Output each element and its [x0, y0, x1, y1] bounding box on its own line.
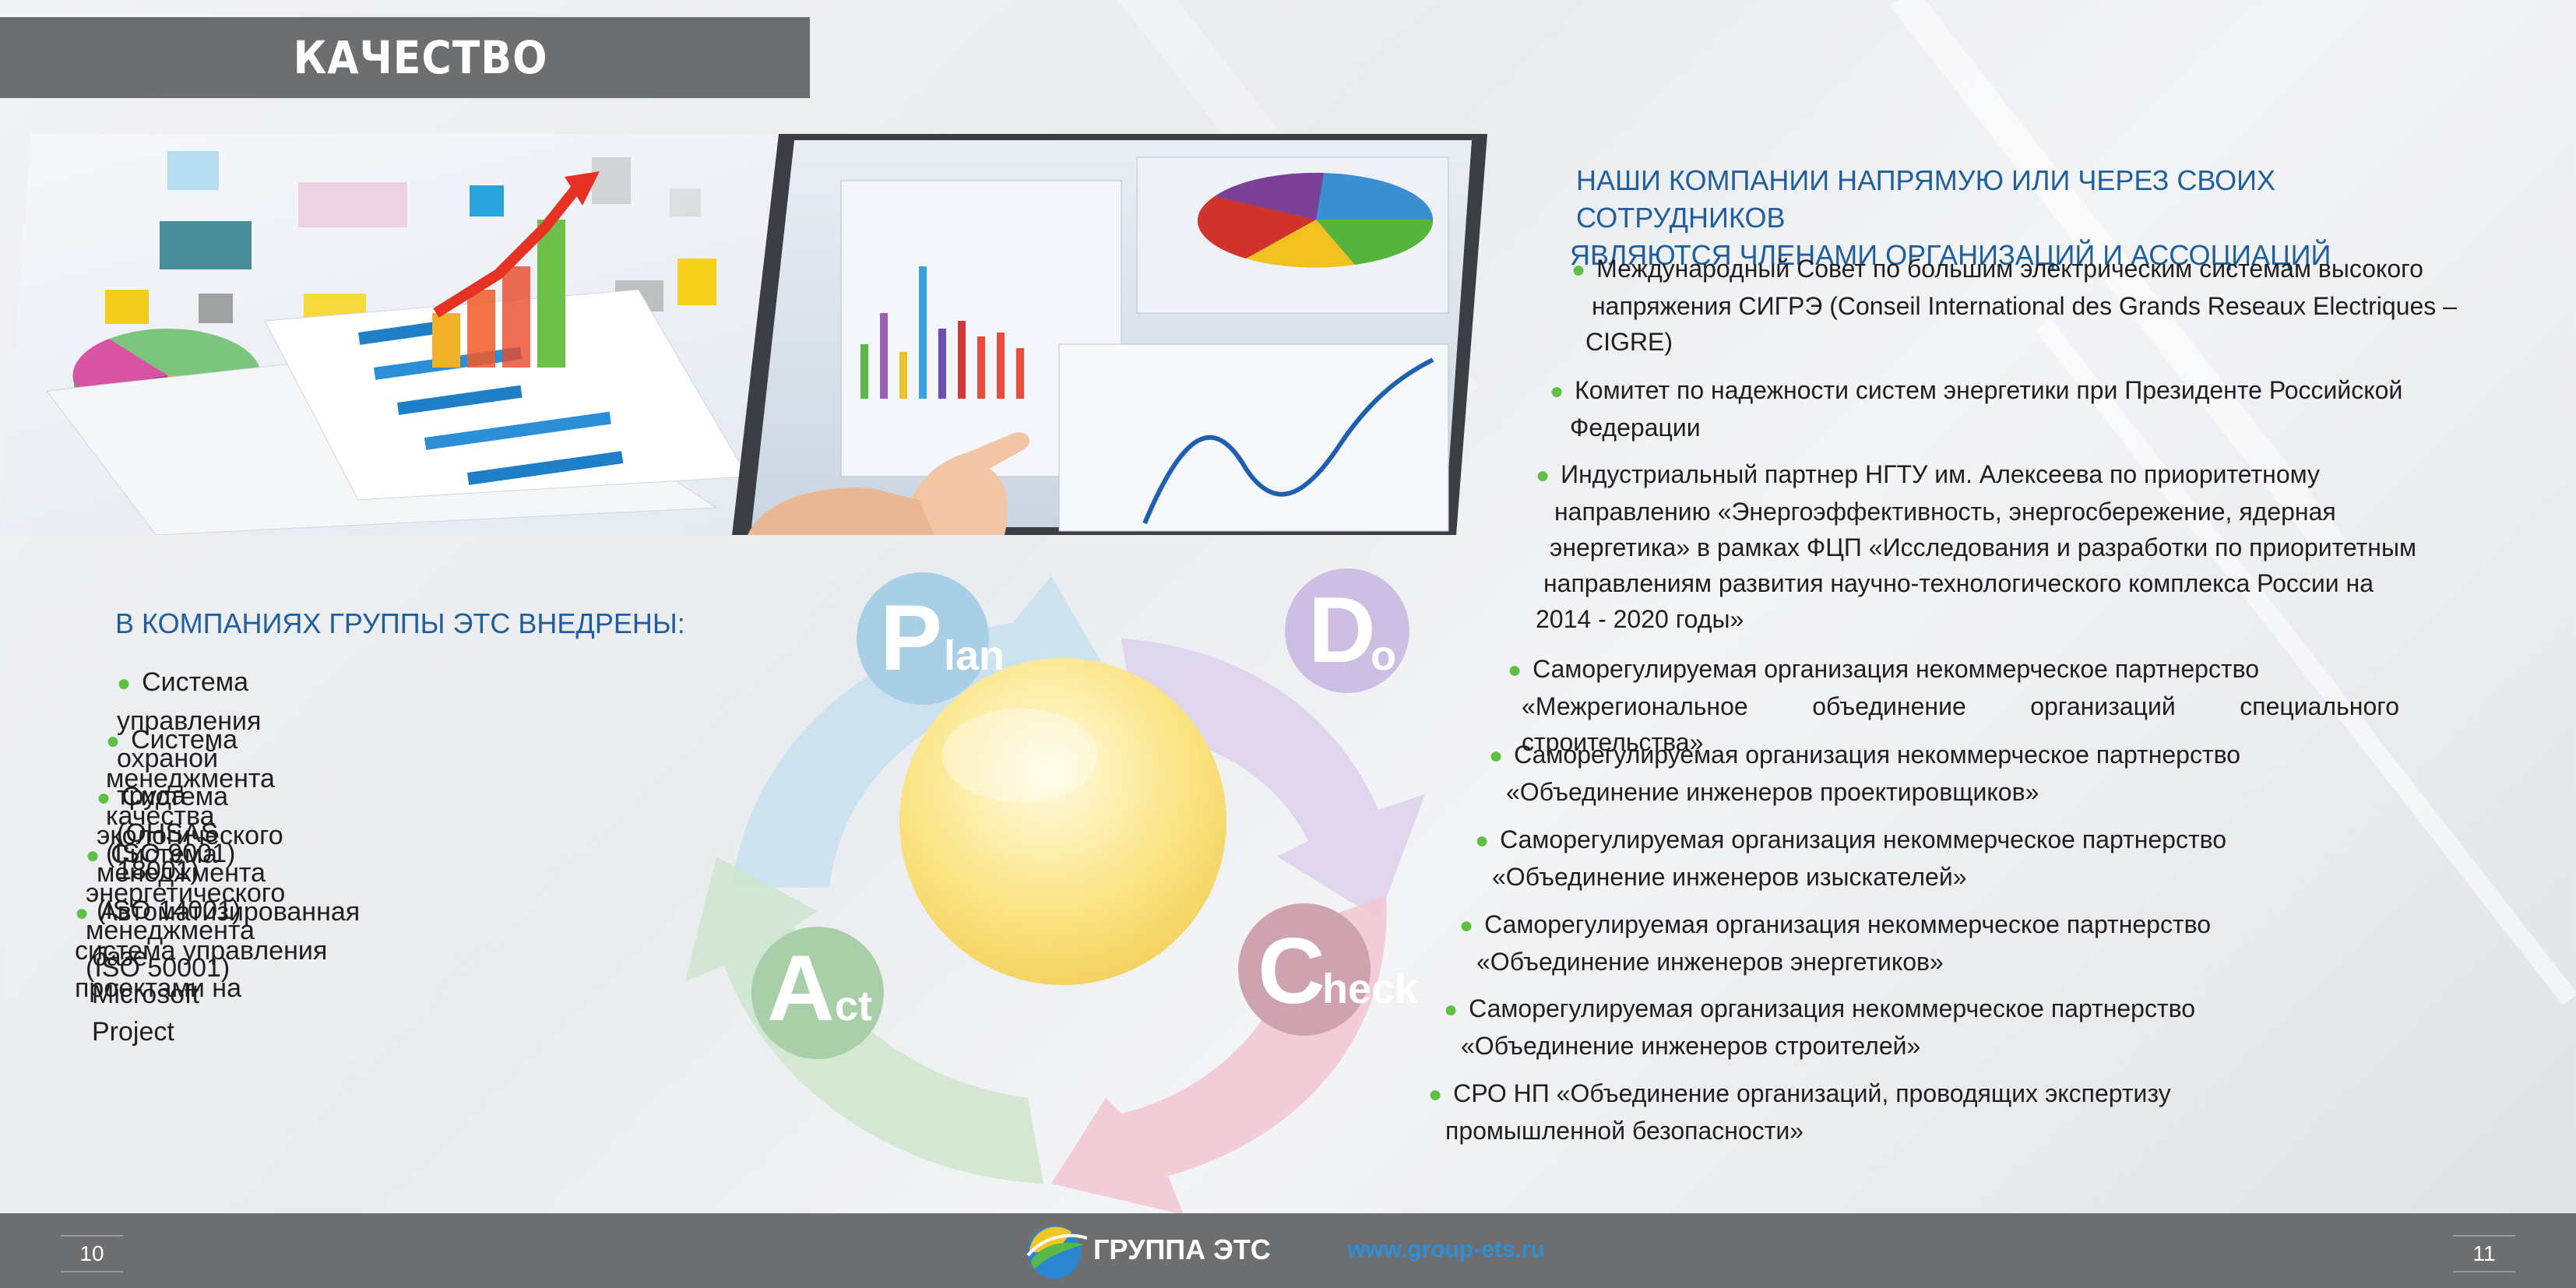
- list-item: ● Система экологического менеджмента (ISO…: [97, 782, 283, 925]
- list-item: ● Саморегулируемая организация некоммерче…: [1459, 910, 2212, 976]
- bullet-dot-icon: ●: [1489, 743, 1504, 769]
- list-item: ● Автоматизированная система управления п…: [75, 897, 361, 1003]
- list-item: ● Международный Совет по большим электрич…: [1571, 255, 2457, 356]
- right-heading-line: ЯВЛЯЮТСЯ ЧЛЕНАМИ ОРГАНИЗАЦИЙ И АССОЦИАЦИ…: [1570, 239, 2331, 271]
- website-link[interactable]: www.group-ets.ru: [1347, 1237, 1545, 1262]
- bullet-dot-icon: ●: [1536, 463, 1550, 488]
- list-item: ● Саморегулируемая организация некоммерче…: [1475, 825, 2227, 891]
- list-item-continuation: базе Microsoft Project: [92, 942, 199, 1047]
- right-heading: НАШИ КОМПАНИИ НАПРЯМУЮ ИЛИ ЧЕРЕЗ СВОИХ С…: [1570, 162, 2442, 274]
- do-label-rest: o: [1371, 632, 1396, 679]
- bullet-dot-icon: ●: [75, 900, 90, 926]
- group-ets-logo-icon: [1025, 1221, 1088, 1280]
- check-label-rest: heck: [1322, 966, 1419, 1012]
- footer-bar: 10 ГРУППА ЭТС www.group-ets.ru 11: [0, 1213, 2576, 1288]
- list-item: ● Саморегулируемая организация некоммерче…: [1508, 655, 2399, 756]
- list-item: ● Саморегулируемая организация некоммерче…: [1444, 994, 2196, 1060]
- bullet-dot-icon: ●: [117, 670, 132, 696]
- list-item: ● Комитет по надежности систем энергетики…: [1550, 376, 2403, 442]
- list-item: ● Система менеджмента качества (ISO 9001): [106, 725, 275, 868]
- bullet-dot-icon: ●: [1444, 997, 1459, 1022]
- list-item: ● Система управления охраной труда (OHSAS…: [117, 667, 262, 885]
- list-item: ● Система энергетического менеджмента (IS…: [86, 839, 286, 983]
- right-heading-line: НАШИ КОМПАНИИ НАПРЯМУЮ ИЛИ ЧЕРЕЗ СВОИХ С…: [1576, 164, 2276, 234]
- page-title: КАЧЕСТВО: [293, 31, 548, 84]
- banner-illustration: [0, 134, 1487, 535]
- plan-label-letter: P: [880, 586, 942, 690]
- page-number-left: 10: [61, 1235, 123, 1272]
- list-item: ● Индустриальный партнер НГТУ им. Алексее…: [1536, 460, 2416, 633]
- page-number-right: 11: [2453, 1235, 2515, 1272]
- check-label-letter: C: [1258, 919, 1325, 1023]
- title-bar: КАЧЕСТВО: [0, 17, 810, 98]
- bullet-dot-icon: ●: [106, 728, 121, 754]
- bullet-dot-icon: ●: [97, 785, 111, 811]
- business-charts-illustration: [0, 134, 1487, 535]
- bullet-dot-icon: ●: [1508, 657, 1522, 683]
- do-label-letter: D: [1308, 578, 1376, 682]
- list-item: ● Саморегулируемая организация некоммерче…: [1489, 741, 2241, 806]
- bullet-dot-icon: ●: [1428, 1082, 1443, 1107]
- bullet-dot-icon: ●: [1475, 828, 1490, 853]
- act-label-rest: ct: [835, 983, 872, 1029]
- bullet-dot-icon: ●: [1571, 257, 1586, 283]
- bullet-dot-icon: ●: [86, 843, 100, 868]
- pdca-cycle: P lan D o C heck A ct: [685, 561, 1464, 1223]
- plan-label-rest: lan: [944, 632, 1005, 679]
- act-label-letter: A: [767, 936, 835, 1040]
- list-item: ● СРО НП «Объединение организаций, провод…: [1428, 1079, 2171, 1145]
- left-heading: В КОМПАНИЯХ ГРУППЫ ЭТС ВНЕДРЕНЫ:: [115, 607, 685, 639]
- bullet-dot-icon: ●: [1550, 378, 1564, 404]
- bullet-dot-icon: ●: [1459, 913, 1474, 938]
- pdca-cycle-graphic: P lan D o C heck A ct: [685, 568, 1425, 1215]
- brand-name: ГРУППА ЭТС: [1093, 1233, 1271, 1265]
